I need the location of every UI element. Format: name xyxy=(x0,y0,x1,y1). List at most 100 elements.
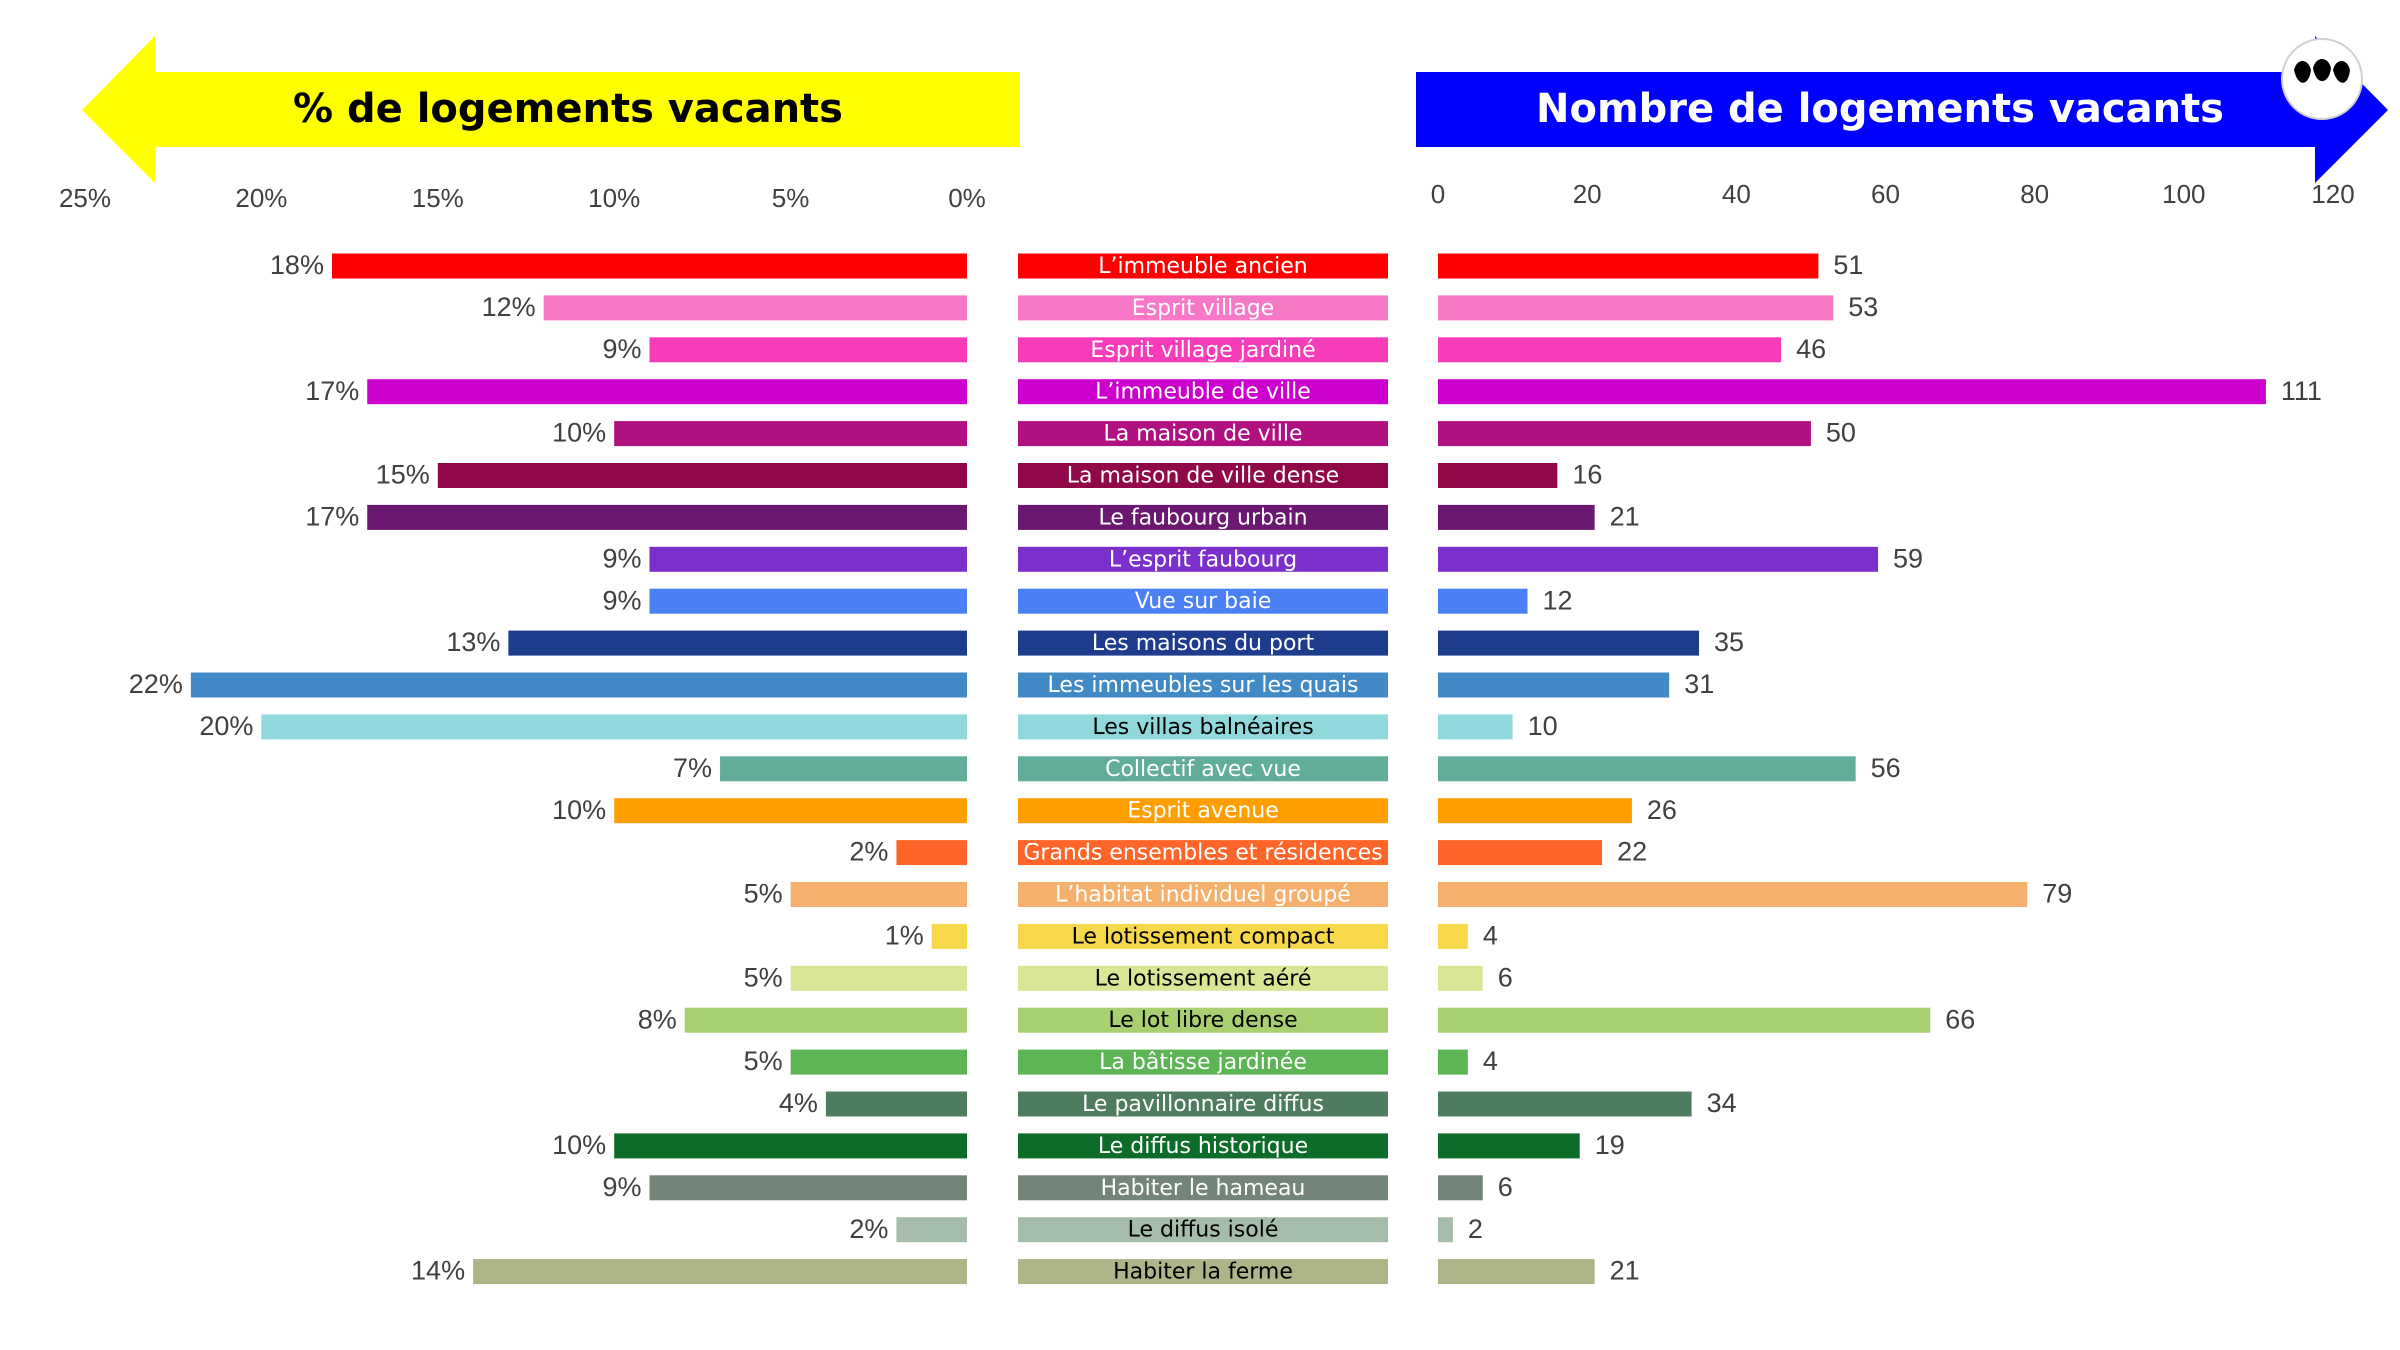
count-bar xyxy=(1438,965,1483,991)
pct-bar xyxy=(367,379,967,405)
pct-bar xyxy=(649,337,967,363)
pct-bar xyxy=(190,672,968,698)
bar-row: 9% Esprit village jardiné 46 xyxy=(602,334,1826,364)
category-box xyxy=(1018,840,1388,866)
bar-row: 18% L’immeuble ancien 51 xyxy=(270,250,1864,280)
count-bar-label: 35 xyxy=(1714,627,1744,657)
left-tick-label: 25% xyxy=(59,183,111,213)
count-bar xyxy=(1438,798,1632,824)
category-label: Esprit village jardiné xyxy=(1090,338,1315,363)
right-tick-label: 100 xyxy=(2162,179,2205,209)
pct-bar xyxy=(367,504,967,530)
pct-bar xyxy=(825,1091,967,1117)
pct-bar xyxy=(790,882,967,907)
left-tick-label: 20% xyxy=(235,183,287,213)
count-bar xyxy=(1438,421,1811,447)
count-bar-label: 21 xyxy=(1610,502,1640,532)
bar-row: 2% Grands ensembles et résidences 22 xyxy=(849,837,1647,867)
category-box xyxy=(1018,798,1388,824)
pct-bar xyxy=(790,965,967,991)
pct-bar xyxy=(649,546,967,572)
count-bar xyxy=(1438,1091,1692,1117)
category-box xyxy=(1018,463,1388,488)
pct-bar-label: 2% xyxy=(849,1214,888,1244)
count-bar-label: 6 xyxy=(1498,1172,1513,1202)
pct-bar-label: 13% xyxy=(446,627,500,657)
bar-row: 12% Esprit village 53 xyxy=(482,292,1879,322)
category-box xyxy=(1018,882,1388,907)
category-label: Habiter la ferme xyxy=(1113,1260,1293,1285)
pct-bar-label: 5% xyxy=(744,879,783,909)
category-label: L’habitat individuel groupé xyxy=(1055,883,1351,908)
category-box xyxy=(1018,253,1388,279)
category-box xyxy=(1018,923,1388,949)
count-bar-label: 50 xyxy=(1826,418,1856,448)
pct-bar xyxy=(614,421,967,447)
count-bar-label: 34 xyxy=(1707,1088,1737,1118)
right-header-title: Nombre de logements vacants xyxy=(1536,86,2224,132)
pct-bar-label: 9% xyxy=(602,585,641,615)
pct-bar-label: 5% xyxy=(744,962,783,992)
category-label: La maison de ville xyxy=(1104,422,1303,447)
count-bar-label: 111 xyxy=(2281,376,2322,406)
category-label: La maison de ville dense xyxy=(1067,464,1339,489)
count-bar xyxy=(1438,1049,1468,1075)
pct-bar-label: 22% xyxy=(129,669,183,699)
category-box xyxy=(1018,756,1388,782)
count-bar-label: 53 xyxy=(1848,292,1878,322)
category-box xyxy=(1018,1175,1388,1201)
count-bar xyxy=(1438,295,1834,321)
left-header-title: % de logements vacants xyxy=(293,86,843,132)
count-bar-label: 4 xyxy=(1483,921,1498,951)
count-bar-label: 31 xyxy=(1684,669,1714,699)
category-box xyxy=(1018,1259,1388,1285)
bar-row: 9% Habiter le hameau 6 xyxy=(602,1172,1512,1202)
right-tick-label: 20 xyxy=(1573,179,1602,209)
category-box xyxy=(1018,504,1388,530)
count-bar xyxy=(1438,672,1670,698)
count-bar-label: 51 xyxy=(1833,250,1863,280)
category-box xyxy=(1018,588,1388,614)
category-label: Esprit village xyxy=(1132,296,1274,321)
count-bar xyxy=(1438,253,1819,279)
count-bar-label: 21 xyxy=(1610,1256,1640,1286)
count-bar-label: 46 xyxy=(1796,334,1826,364)
bar-row: 20% Les villas balnéaires 10 xyxy=(199,711,1557,741)
count-bar xyxy=(1438,840,1603,866)
pct-bar-label: 10% xyxy=(552,795,606,825)
bar-row: 22% Les immeubles sur les quais 31 xyxy=(129,669,1714,699)
leaf-logo-icon xyxy=(2281,38,2363,120)
category-label: La bâtisse jardinée xyxy=(1099,1050,1307,1075)
count-bar-label: 22 xyxy=(1617,837,1647,867)
bar-row: 17% L’immeuble de ville 111 xyxy=(305,376,2322,406)
count-bar xyxy=(1438,588,1528,614)
left-tick-label: 15% xyxy=(412,183,464,213)
bar-row: 7% Collectif avec vue 56 xyxy=(673,753,1901,783)
count-bar-label: 79 xyxy=(2042,879,2072,909)
pct-bar xyxy=(331,253,968,279)
pct-bar xyxy=(649,1175,967,1201)
count-bar xyxy=(1438,714,1513,740)
category-label: Le lotissement compact xyxy=(1072,924,1335,949)
pct-bar xyxy=(790,1049,967,1075)
pct-bar-label: 10% xyxy=(552,1130,606,1160)
pct-bar xyxy=(720,756,967,782)
category-label: Le lot libre dense xyxy=(1108,1008,1297,1033)
bar-row: 5% L’habitat individuel groupé 79 xyxy=(744,879,2073,909)
right-axis-ticks: 0 20 40 60 80 100 120 xyxy=(1431,179,2355,209)
pct-bar xyxy=(614,1133,967,1159)
category-label: Le pavillonnaire diffus xyxy=(1082,1092,1324,1117)
bar-row: 8% Le lot libre dense 66 xyxy=(638,1004,1976,1034)
count-bar-label: 4 xyxy=(1483,1046,1498,1076)
pct-bar-label: 15% xyxy=(376,460,430,490)
category-label: Le faubourg urbain xyxy=(1098,505,1307,530)
count-bar-label: 56 xyxy=(1871,753,1901,783)
bar-row: 9% Vue sur baie 12 xyxy=(602,585,1572,615)
bar-row: 10% La maison de ville 50 xyxy=(552,418,1856,448)
category-label: Grands ensembles et résidences xyxy=(1023,841,1382,866)
count-bar-label: 10 xyxy=(1528,711,1558,741)
pct-bar xyxy=(649,588,967,614)
pct-bar-label: 7% xyxy=(673,753,712,783)
category-label: Esprit avenue xyxy=(1127,799,1279,824)
